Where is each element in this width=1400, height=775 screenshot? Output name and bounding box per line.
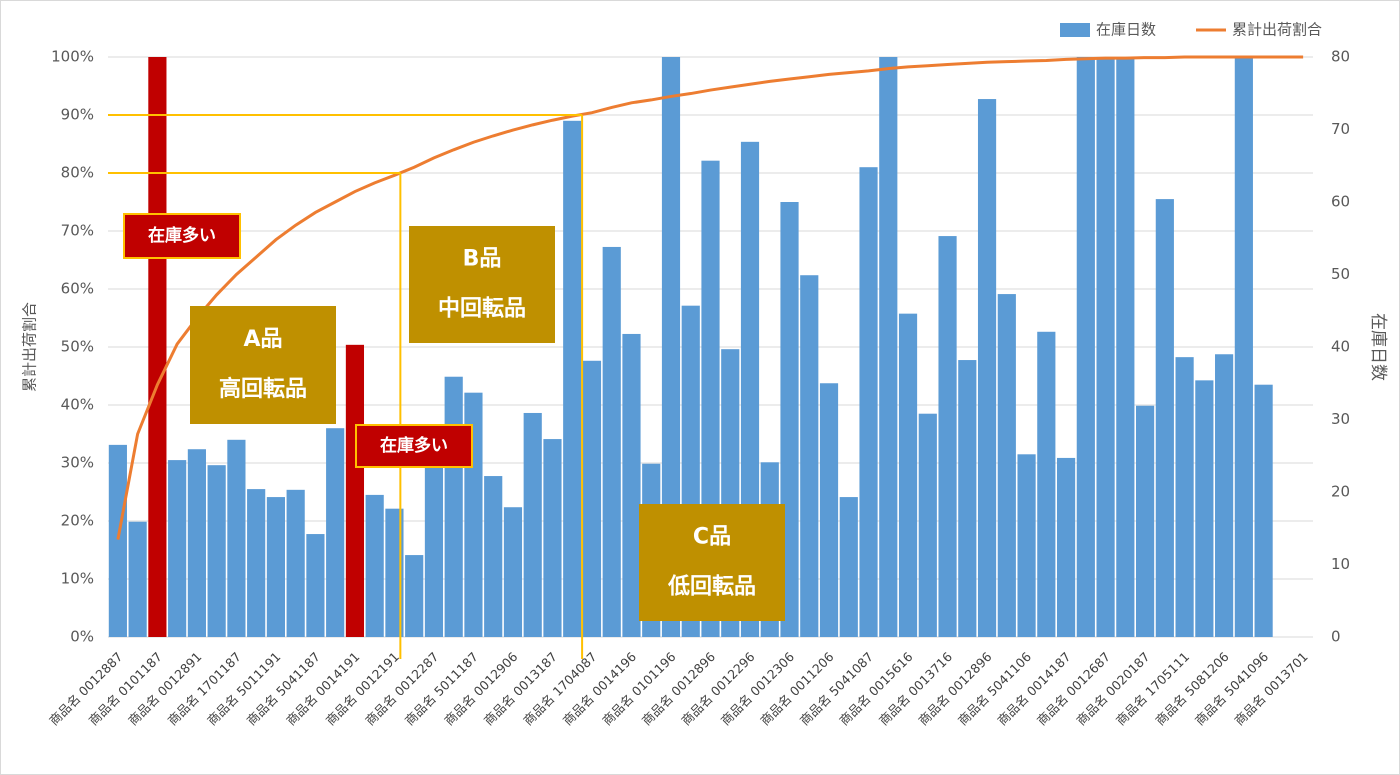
bar — [918, 413, 937, 637]
bar — [1195, 380, 1214, 637]
y2-tick-label: 30 — [1331, 410, 1350, 428]
y-tick-label: 50% — [61, 338, 94, 356]
y-tick-label: 10% — [61, 570, 94, 588]
y-tick-label: 70% — [61, 222, 94, 240]
y-tick-label: 30% — [61, 454, 94, 472]
bar — [247, 489, 266, 637]
bar — [326, 428, 345, 637]
bar — [1215, 354, 1234, 637]
y2-tick-label: 80 — [1331, 48, 1350, 66]
y-tick-label: 0% — [70, 628, 94, 646]
bar — [800, 275, 819, 637]
bar — [1056, 457, 1076, 637]
legend-label: 在庫日数 — [1096, 21, 1156, 39]
legend-swatch — [1060, 23, 1090, 37]
y2-tick-label: 0 — [1331, 628, 1341, 646]
annotation-text: 中回転品 — [438, 296, 526, 322]
bar — [484, 476, 503, 637]
bar — [503, 507, 523, 637]
bar — [543, 439, 562, 637]
y-tick-label: 100% — [51, 48, 94, 66]
bar — [938, 236, 957, 637]
bar — [365, 494, 384, 637]
bar — [661, 57, 681, 637]
bar — [1234, 57, 1253, 637]
y2-tick-label: 50 — [1331, 265, 1350, 283]
bar — [977, 99, 997, 638]
bar — [1136, 405, 1155, 637]
bar — [819, 383, 839, 637]
bar — [1116, 57, 1135, 637]
bar — [207, 465, 226, 637]
y2-tick-label: 20 — [1331, 483, 1350, 501]
bar — [1037, 331, 1056, 637]
annotation-box — [123, 213, 241, 259]
bar — [424, 459, 444, 637]
y-tick-label: 20% — [61, 512, 94, 530]
bar — [898, 313, 918, 637]
bar — [266, 497, 285, 637]
legend-label: 累計出荷割合 — [1232, 21, 1322, 39]
bar — [286, 489, 305, 637]
bar — [523, 412, 542, 637]
annotation-box — [355, 424, 473, 468]
bar — [345, 344, 365, 637]
y2-tick-label: 70 — [1331, 120, 1350, 138]
bar — [1175, 357, 1194, 637]
bar — [168, 460, 187, 637]
bar — [444, 376, 463, 637]
annotation-text: 在庫多い — [148, 225, 216, 246]
bar — [1254, 384, 1273, 637]
bar — [563, 120, 582, 638]
y2-tick-label: 40 — [1331, 338, 1350, 356]
line — [116, 55, 1304, 540]
annotation-box — [190, 306, 336, 424]
y-tick-label: 80% — [61, 164, 94, 182]
bar — [108, 444, 127, 637]
annotation-text: 低回転品 — [667, 574, 756, 600]
annotation-text: C品 — [693, 525, 731, 550]
y-tick-label: 60% — [61, 280, 94, 298]
annotation-text: A品 — [243, 327, 282, 352]
bar — [602, 246, 621, 637]
bar — [958, 360, 977, 637]
bar — [622, 333, 641, 637]
annotation-box — [409, 226, 555, 343]
y-tick-label: 40% — [61, 396, 94, 414]
y-tick-label: 90% — [61, 106, 94, 124]
annotation-text: 在庫多い — [380, 435, 448, 456]
bar — [148, 57, 167, 637]
bar — [879, 57, 898, 637]
bar — [1017, 454, 1036, 637]
bar — [1076, 57, 1095, 637]
annotation-text: B品 — [463, 247, 502, 272]
bar — [1096, 57, 1115, 637]
bar — [405, 555, 424, 637]
bar — [227, 439, 246, 637]
bar — [128, 521, 147, 637]
bar — [187, 449, 206, 637]
y2-tick-label: 60 — [1331, 193, 1350, 211]
bar — [306, 534, 325, 637]
y2-tick-label: 10 — [1331, 555, 1350, 573]
y2-axis-label: 在庫日数 — [1368, 313, 1388, 381]
annotation-text: 高回転品 — [219, 376, 307, 402]
annotation-box — [639, 504, 785, 621]
bar — [859, 167, 878, 637]
bar — [839, 497, 858, 637]
bar — [582, 360, 602, 637]
y-axis-label: 累計出荷割合 — [21, 302, 39, 392]
bar — [997, 294, 1016, 637]
bar — [385, 508, 404, 637]
bar — [1155, 199, 1174, 637]
